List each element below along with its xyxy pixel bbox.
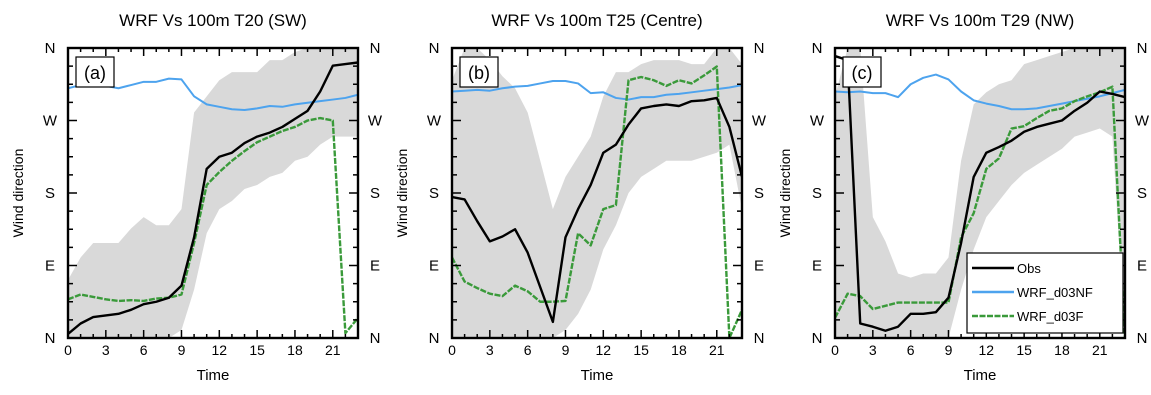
series-line-wrf-d03f bbox=[452, 65, 742, 338]
series-line-obs bbox=[452, 96, 742, 324]
y-tick-label-right: N bbox=[754, 40, 765, 57]
x-tick-label: 12 bbox=[212, 342, 228, 358]
y-tick-label-right: N bbox=[370, 40, 381, 57]
y-tick-label: S bbox=[812, 185, 822, 202]
x-tick-label: 9 bbox=[562, 342, 570, 358]
x-tick-label: 12 bbox=[979, 342, 995, 358]
y-tick-label-right: W bbox=[1135, 113, 1150, 130]
y-tick-label-right: E bbox=[1137, 258, 1147, 275]
x-tick-label: 0 bbox=[448, 342, 456, 358]
x-tick-label: 3 bbox=[102, 342, 110, 358]
panel-label-text: (a) bbox=[84, 63, 106, 83]
series-line-wrf-d03f bbox=[68, 116, 358, 335]
x-tick-label: 18 bbox=[287, 342, 303, 358]
x-tick-label: 3 bbox=[869, 342, 877, 358]
series-line-obs bbox=[835, 54, 1125, 332]
chart-panel-1: 0 3 6 9 12 15 18 21 N N E E S S W W N N WRF Vs 100m T20 (S… bbox=[10, 11, 383, 384]
x-tick-label: 21 bbox=[709, 342, 725, 358]
legend-label: WRF_d03F bbox=[1017, 309, 1084, 324]
y-tick-label: E bbox=[429, 258, 439, 275]
y-axis-title: Wind direction bbox=[10, 149, 26, 238]
x-tick-label: 18 bbox=[1054, 342, 1070, 358]
x-tick-label: 15 bbox=[1016, 342, 1032, 358]
y-tick-label-right: W bbox=[752, 113, 767, 130]
panel-label: (a) bbox=[75, 56, 115, 88]
y-tick-label: E bbox=[812, 258, 822, 275]
panel-title: WRF Vs 100m T20 (SW) bbox=[119, 11, 307, 30]
y-axis-title: Wind direction bbox=[777, 149, 793, 238]
x-tick-label: 18 bbox=[671, 342, 687, 358]
y-tick-label: W bbox=[43, 113, 58, 130]
x-tick-label: 12 bbox=[596, 342, 612, 358]
y-tick-label: W bbox=[810, 113, 825, 130]
y-tick-label-right: E bbox=[370, 258, 380, 275]
y-tick-label-right: N bbox=[754, 330, 765, 347]
y-tick-label-right: S bbox=[754, 185, 764, 202]
x-tick-label: 6 bbox=[140, 342, 148, 358]
y-tick-label: N bbox=[45, 330, 56, 347]
chart-panel-2: 0 3 6 9 12 15 18 21 N N E E S S W W N N WRF Vs 100m T25 (C… bbox=[394, 11, 767, 384]
x-tick-label: 6 bbox=[907, 342, 915, 358]
x-tick-label: 6 bbox=[524, 342, 532, 358]
y-tick-label: N bbox=[45, 40, 56, 57]
x-tick-label: 15 bbox=[249, 342, 265, 358]
panel-label-text: (b) bbox=[468, 63, 490, 83]
y-tick-label-right: W bbox=[368, 113, 383, 130]
spread-band bbox=[452, 48, 742, 338]
series-line-obs bbox=[68, 61, 358, 335]
panel-label-box bbox=[842, 56, 882, 88]
y-tick-label: N bbox=[429, 40, 440, 57]
y-tick-label-right: S bbox=[1137, 185, 1147, 202]
legend-label: WRF_d03NF bbox=[1017, 285, 1093, 300]
chart-panel-3: 0 3 6 9 12 15 18 21 N N E E S S W W N N WRF Vs 100m T29 (N… bbox=[777, 11, 1150, 384]
x-tick-label: 0 bbox=[64, 342, 72, 358]
y-tick-label: N bbox=[429, 330, 440, 347]
y-tick-label-right: N bbox=[370, 330, 381, 347]
y-axis-title: Wind direction bbox=[394, 149, 410, 238]
y-tick-label: N bbox=[812, 40, 823, 57]
panel-label: (c) bbox=[842, 56, 882, 88]
panel-label-box bbox=[459, 56, 499, 88]
panel-title: WRF Vs 100m T29 (NW) bbox=[886, 11, 1075, 30]
x-axis-title: Time bbox=[197, 367, 230, 384]
x-tick-label: 0 bbox=[831, 342, 839, 358]
y-tick-label-right: E bbox=[754, 258, 764, 275]
x-tick-label: 3 bbox=[486, 342, 494, 358]
y-tick-label: E bbox=[45, 258, 55, 275]
panel-label-box bbox=[75, 56, 115, 88]
x-axis-title: Time bbox=[581, 367, 614, 384]
x-tick-label: 9 bbox=[178, 342, 186, 358]
y-tick-label-right: N bbox=[1137, 40, 1148, 57]
y-tick-label: N bbox=[812, 330, 823, 347]
x-tick-label: 21 bbox=[1092, 342, 1108, 358]
panel-title: WRF Vs 100m T25 (Centre) bbox=[491, 11, 702, 30]
y-tick-label-right: S bbox=[370, 185, 380, 202]
y-tick-label: W bbox=[427, 113, 442, 130]
legend-label: Obs bbox=[1017, 261, 1041, 276]
x-tick-label: 9 bbox=[945, 342, 953, 358]
x-tick-label: 15 bbox=[633, 342, 649, 358]
series-line-wrf-d03f bbox=[835, 85, 1125, 338]
y-tick-label: S bbox=[429, 185, 439, 202]
y-tick-label-right: N bbox=[1137, 330, 1148, 347]
legend: Obs WRF_d03NF WRF_d03F bbox=[966, 252, 1124, 334]
x-tick-label: 21 bbox=[325, 342, 341, 358]
panel-label: (b) bbox=[459, 56, 499, 88]
series-line-wrf-d03nf bbox=[68, 77, 358, 112]
y-tick-label: S bbox=[45, 185, 55, 202]
x-axis-title: Time bbox=[964, 367, 997, 384]
panel-label-text: (c) bbox=[852, 63, 873, 83]
series-line-wrf-d03nf bbox=[452, 80, 742, 101]
spread-band bbox=[68, 48, 358, 338]
